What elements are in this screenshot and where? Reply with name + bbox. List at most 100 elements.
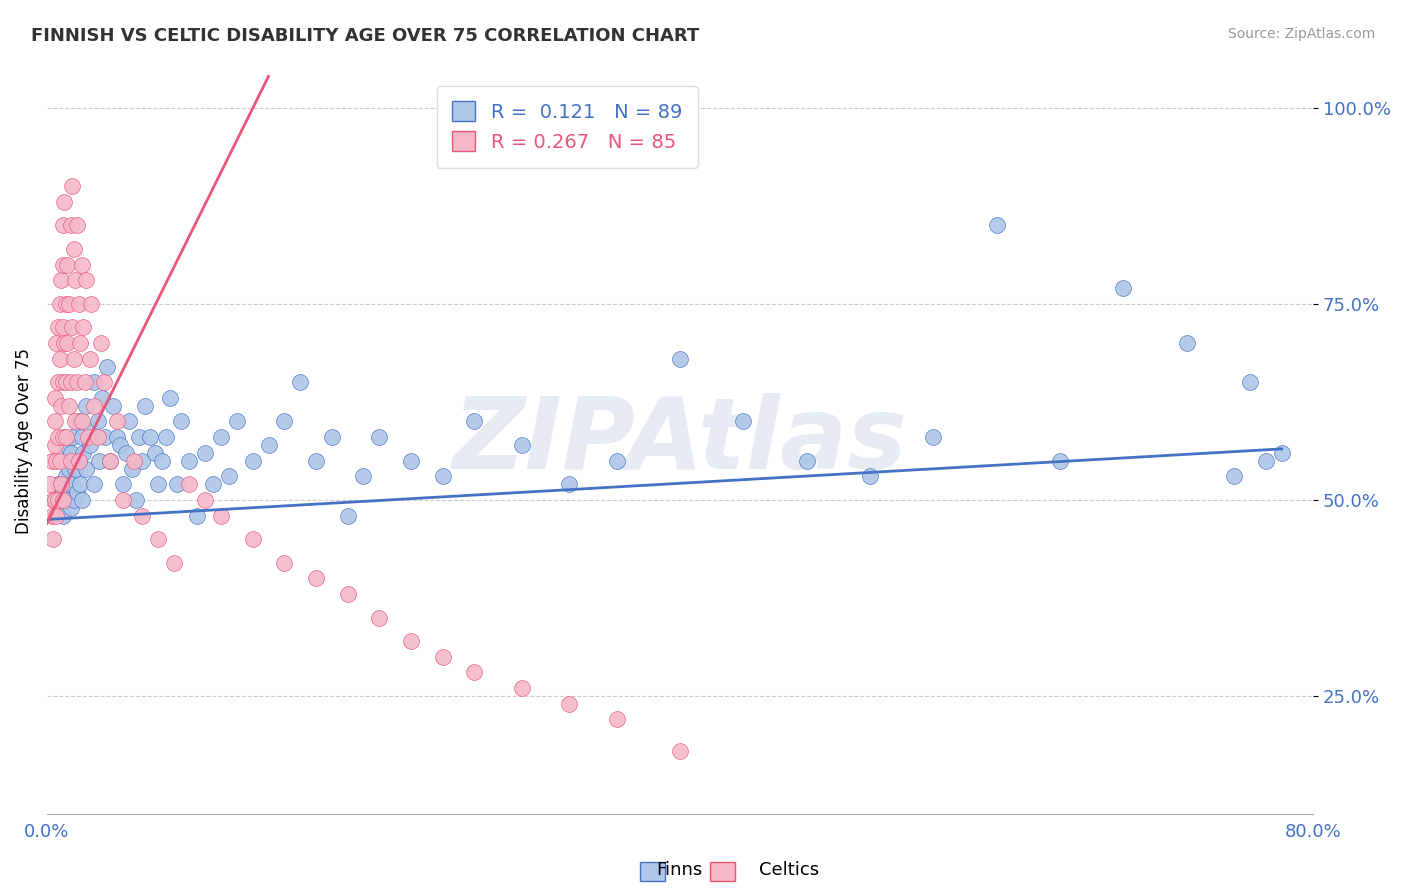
Point <box>67 414 90 428</box>
Point <box>139 430 162 444</box>
Point <box>55 376 77 390</box>
Point <box>73 376 96 390</box>
Point <box>79 438 101 452</box>
Point <box>56 336 79 351</box>
Point <box>86 430 108 444</box>
Point <box>52 258 75 272</box>
Point <box>44 492 66 507</box>
Point <box>93 376 115 390</box>
Point <box>52 320 75 334</box>
Point <box>48 351 70 366</box>
Point <box>72 446 94 460</box>
Point <box>56 258 79 272</box>
Point <box>52 485 75 500</box>
Point <box>218 469 240 483</box>
Point <box>52 492 75 507</box>
Point <box>60 320 83 334</box>
Point <box>56 492 79 507</box>
Point <box>44 438 66 452</box>
Point <box>1175 336 1198 351</box>
Point <box>46 492 69 507</box>
Point <box>105 414 128 428</box>
Point <box>194 492 217 507</box>
Point <box>209 508 232 523</box>
Point <box>67 453 90 467</box>
Point <box>305 571 328 585</box>
Point <box>49 477 72 491</box>
Point <box>122 453 145 467</box>
Point <box>209 430 232 444</box>
Point <box>368 430 391 444</box>
Point <box>111 492 134 507</box>
Point <box>65 273 87 287</box>
Point <box>70 258 93 272</box>
Point <box>1112 281 1135 295</box>
Point <box>60 477 83 491</box>
Point <box>796 453 818 467</box>
Point <box>67 297 90 311</box>
Point <box>44 492 66 507</box>
Point <box>67 453 90 467</box>
Point <box>52 453 75 467</box>
Point <box>49 273 72 287</box>
Point <box>399 453 422 467</box>
Point <box>42 532 65 546</box>
Point <box>53 336 76 351</box>
Point <box>273 414 295 428</box>
Point <box>510 681 533 695</box>
Point <box>80 422 103 436</box>
Point <box>89 453 111 467</box>
Point <box>55 297 77 311</box>
Point <box>170 414 193 428</box>
Point <box>42 492 65 507</box>
Point <box>124 492 146 507</box>
Point <box>166 477 188 491</box>
Point <box>162 556 184 570</box>
Point <box>146 532 169 546</box>
Point <box>321 430 343 444</box>
Point <box>558 477 581 491</box>
Point <box>59 446 82 460</box>
Point <box>72 320 94 334</box>
Point <box>202 477 225 491</box>
Legend: R =  0.121   N = 89, R = 0.267   N = 85: R = 0.121 N = 89, R = 0.267 N = 85 <box>436 86 697 168</box>
Point <box>46 376 69 390</box>
Point <box>432 649 454 664</box>
Point <box>1223 469 1246 483</box>
Point <box>45 453 67 467</box>
Point <box>48 297 70 311</box>
Point <box>48 500 70 515</box>
Point <box>98 453 121 467</box>
Point <box>52 376 75 390</box>
Point <box>131 453 153 467</box>
Point <box>134 399 156 413</box>
Point <box>59 453 82 467</box>
Point <box>128 430 150 444</box>
Point <box>62 242 84 256</box>
Point <box>59 500 82 515</box>
Point <box>83 399 105 413</box>
Point <box>83 477 105 491</box>
Point <box>606 453 628 467</box>
Point <box>70 414 93 428</box>
Point <box>105 430 128 444</box>
Point <box>94 430 117 444</box>
Point <box>41 453 63 467</box>
Point <box>115 446 138 460</box>
Point <box>111 477 134 491</box>
Point <box>922 430 945 444</box>
Text: Celtics: Celtics <box>759 861 820 879</box>
Point <box>336 508 359 523</box>
Point <box>242 453 264 467</box>
Point <box>65 461 87 475</box>
Point <box>75 273 97 287</box>
Point <box>1239 376 1261 390</box>
Point <box>69 477 91 491</box>
Point <box>80 297 103 311</box>
Point <box>62 351 84 366</box>
Point <box>368 610 391 624</box>
Point <box>83 376 105 390</box>
Point <box>305 453 328 467</box>
Point <box>53 194 76 209</box>
Point <box>336 587 359 601</box>
